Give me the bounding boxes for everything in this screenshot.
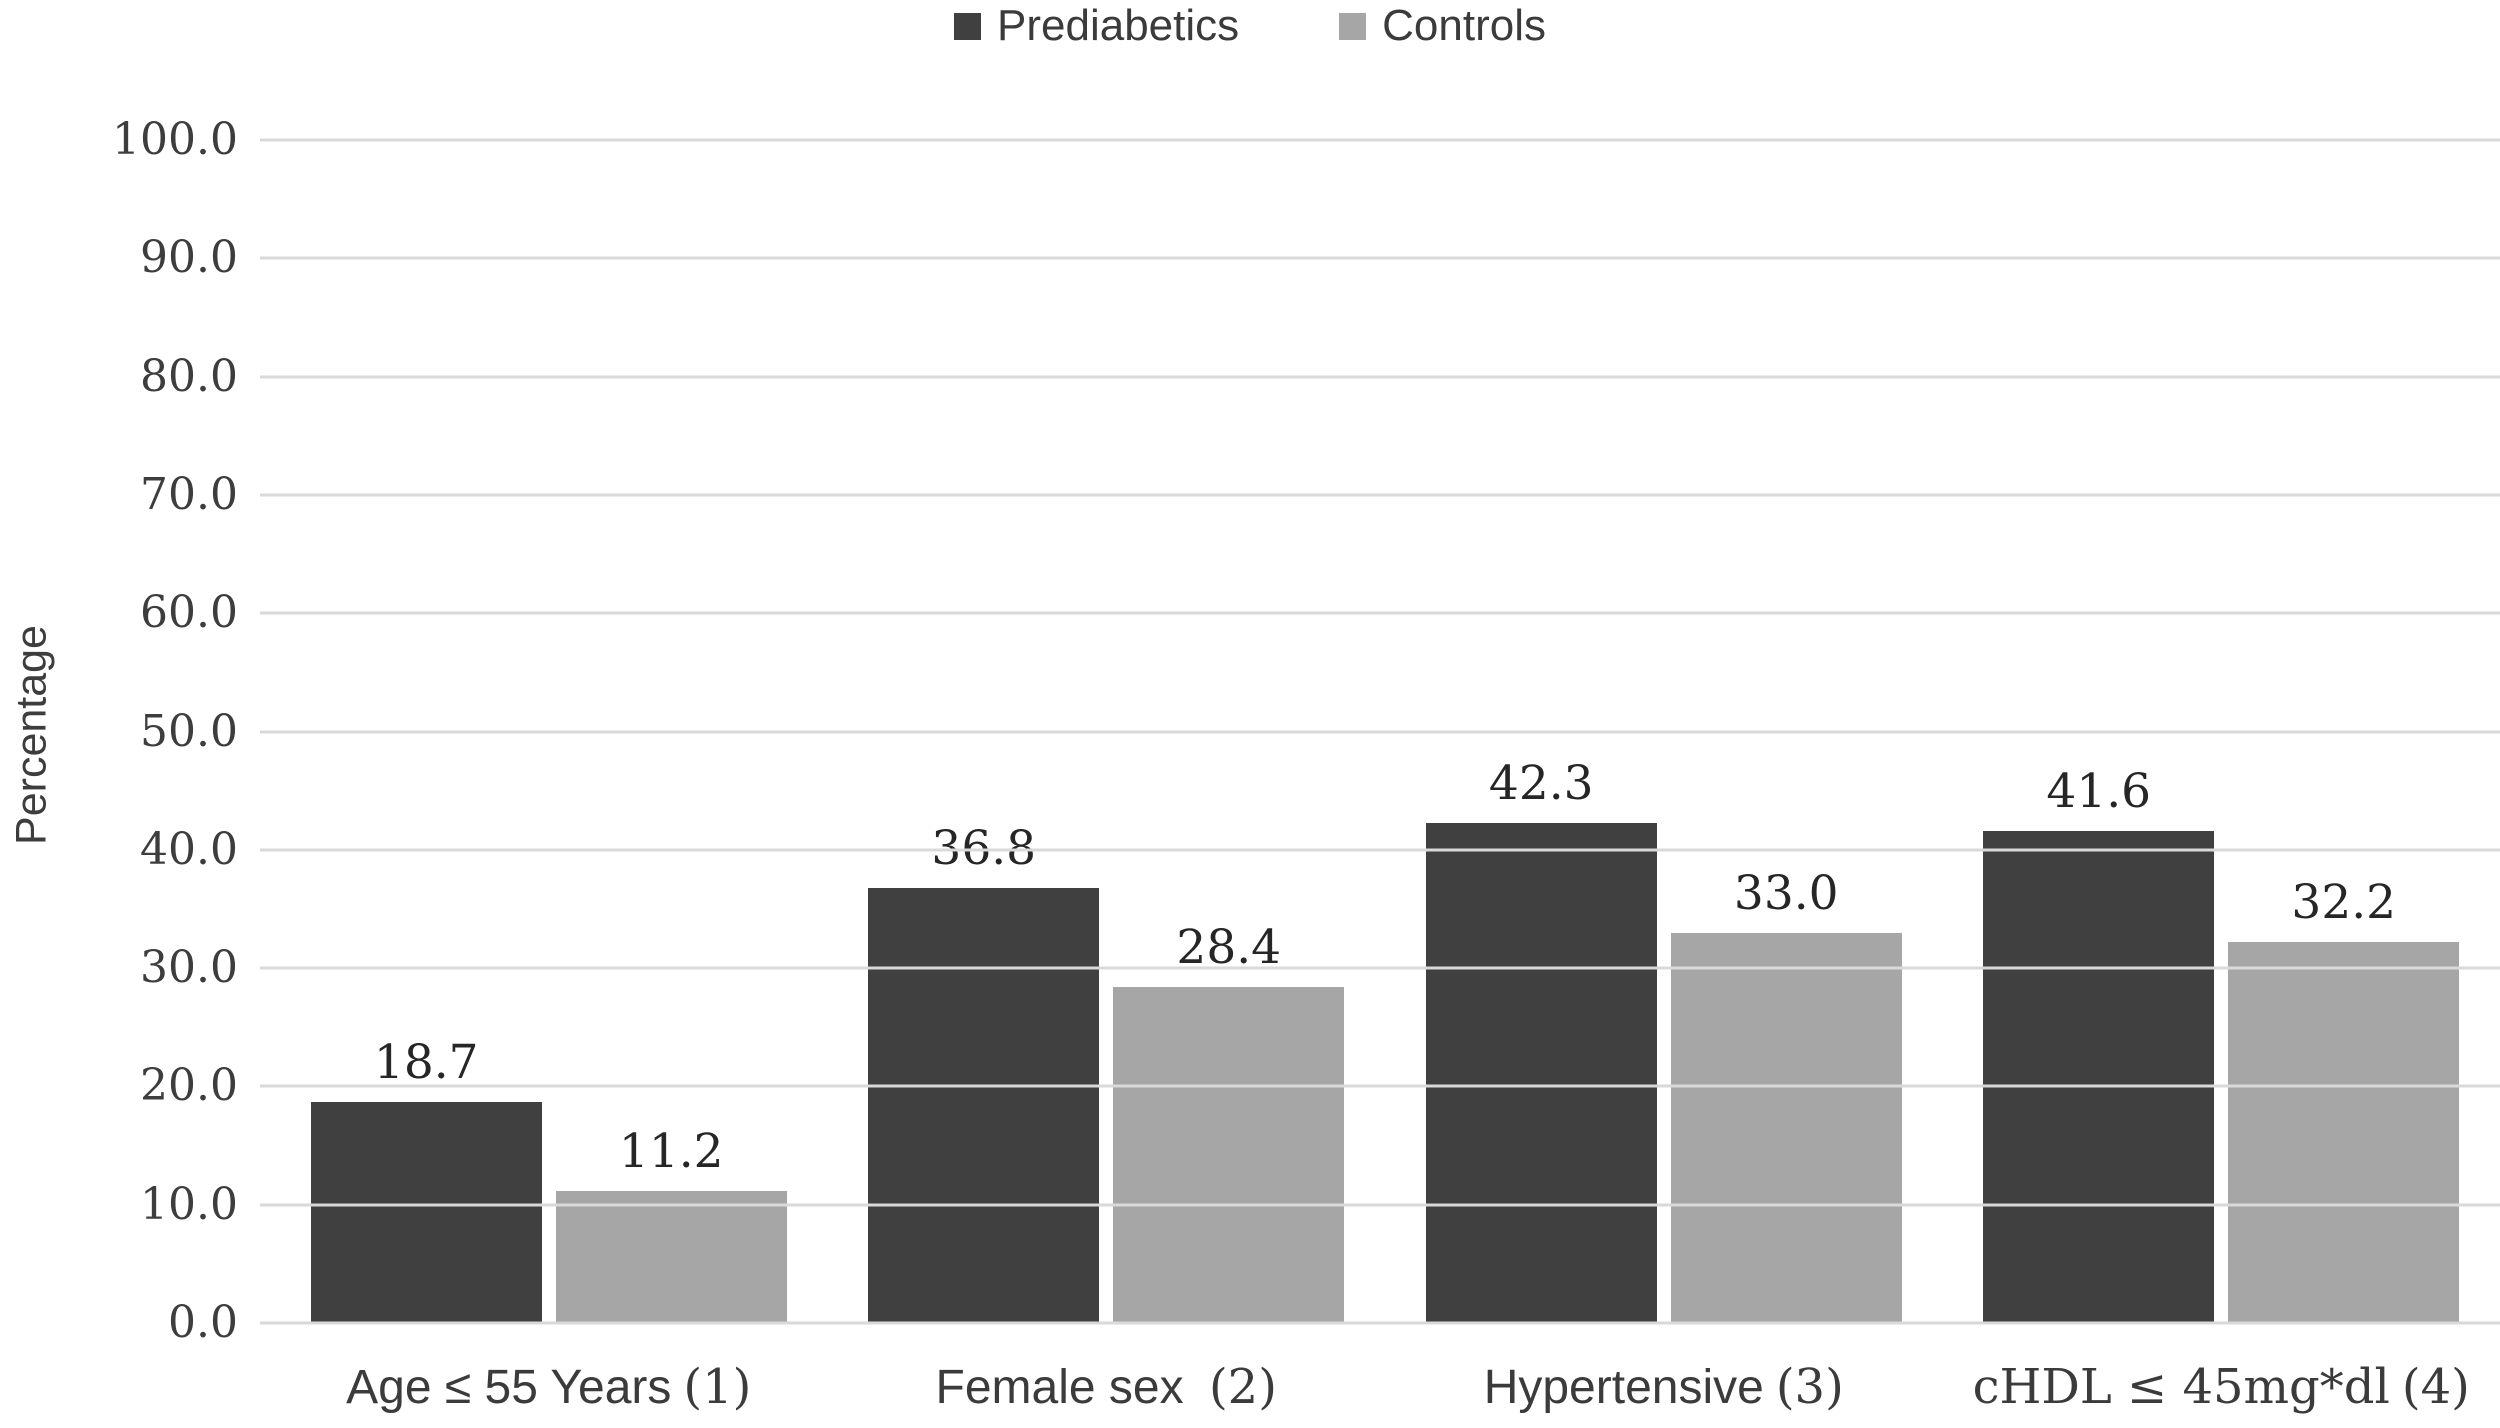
value-label: 18.7: [373, 1034, 479, 1090]
legend-item: Prediabetics: [954, 4, 1239, 48]
bar-with-label: 18.7: [310, 140, 542, 1323]
category-name: Female sex: [935, 1361, 1197, 1414]
y-tick-label: 50.0: [140, 705, 238, 757]
category-tag: (2): [1208, 1359, 1277, 1415]
category-label: Female sex (2): [828, 1333, 1386, 1428]
value-label: 11.2: [618, 1123, 724, 1179]
bar-prediabetics: [1425, 822, 1657, 1323]
y-tick-label: 30.0: [140, 942, 238, 994]
gridline: [260, 138, 2500, 142]
bar-with-label: 11.2: [555, 140, 787, 1323]
bar-controls: [2228, 942, 2460, 1323]
value-label: 32.2: [2291, 875, 2397, 931]
value-label: 42.3: [1488, 755, 1594, 811]
bar-group: 18.7 11.2: [270, 140, 828, 1323]
legend-label: Prediabetics: [997, 1, 1240, 50]
gridline: [260, 256, 2500, 260]
legend-label: Controls: [1382, 1, 1546, 50]
gridline: [260, 1084, 2500, 1088]
category-label: Hypertensive (3): [1385, 1333, 1943, 1428]
category-name: Age ≤ 55 Years: [346, 1361, 672, 1414]
gridline: [260, 1203, 2500, 1207]
legend-swatch-icon: [1339, 12, 1367, 40]
y-tick-label: 10.0: [140, 1178, 238, 1230]
legend-item: Controls: [1339, 4, 1546, 48]
bar-controls: [1113, 987, 1345, 1323]
bar-with-label: 42.3: [1425, 140, 1657, 1323]
y-tick-label: 20.0: [140, 1060, 238, 1112]
bar-controls: [1670, 932, 1902, 1323]
legend: Prediabetics Controls: [0, 4, 2500, 48]
y-tick-label: 40.0: [140, 823, 238, 875]
category-name: cHDL ≤ 45mg*dl: [1972, 1359, 2390, 1415]
x-axis-category-labels: Age ≤ 55 Years (1) Female sex (2) Hypertens…: [270, 1333, 2500, 1428]
bar-controls: [555, 1190, 787, 1323]
plot-area: 18.7 11.2 36.8 28.4 42.3 33.0 41.6 32.2: [260, 138, 2500, 1325]
bar-with-label: 33.0: [1670, 140, 1902, 1323]
bar-prediabetics: [1983, 830, 2215, 1323]
legend-swatch-icon: [954, 12, 981, 40]
gridline: [260, 730, 2500, 733]
bar-group: 41.6 32.2: [1943, 140, 2500, 1323]
gridline: [260, 1321, 2500, 1325]
y-tick-label: 90.0: [140, 232, 238, 284]
category-label: Age ≤ 55 Years (1): [270, 1333, 828, 1428]
y-axis-tick-labels: 0.0 10.0 20.0 30.0 40.0 50.0 60.0 70.0 80.0 90.0 1…: [0, 118, 238, 1345]
gridline: [260, 493, 2500, 497]
bar-prediabetics: [310, 1101, 542, 1323]
bar-with-label: 41.6: [1983, 140, 2215, 1323]
bar-group: 42.3 33.0: [1385, 140, 1943, 1323]
bar-groups: 18.7 11.2 36.8 28.4 42.3 33.0 41.6 32.2: [270, 140, 2500, 1323]
category-tag: (3): [1775, 1359, 1844, 1415]
y-tick-label: 60.0: [140, 587, 238, 639]
bar-with-label: 28.4: [1113, 140, 1345, 1323]
category-label: cHDL ≤ 45mg*dl (4): [1943, 1333, 2500, 1428]
bar-group: 36.8 28.4: [828, 140, 1386, 1323]
value-label: 36.8: [931, 820, 1037, 876]
bar-with-label: 36.8: [868, 140, 1100, 1323]
value-label: 41.6: [2046, 763, 2152, 819]
y-tick-label: 80.0: [140, 350, 238, 402]
category-name: Hypertensive: [1483, 1361, 1764, 1414]
category-tag: (4): [2401, 1359, 2470, 1415]
bar-with-label: 32.2: [2228, 140, 2460, 1323]
bar-prediabetics: [868, 887, 1100, 1323]
value-label: 33.0: [1733, 865, 1839, 921]
y-tick-label: 100.0: [112, 114, 238, 165]
value-label: 28.4: [1176, 920, 1282, 976]
y-tick-label: 0.0: [168, 1297, 238, 1348]
gridline: [260, 966, 2500, 970]
gridline: [260, 375, 2500, 379]
category-tag: (1): [683, 1359, 752, 1415]
y-tick-label: 70.0: [140, 468, 238, 520]
gridline: [260, 611, 2500, 615]
gridline: [260, 848, 2500, 852]
